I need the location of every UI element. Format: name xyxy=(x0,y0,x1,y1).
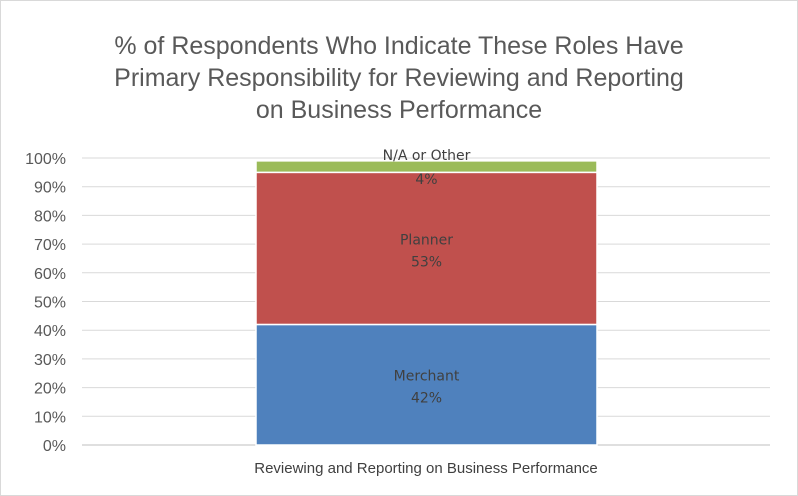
chart-title-line-1: % of Respondents Who Indicate These Role… xyxy=(114,32,683,60)
y-tick-label: 70% xyxy=(34,237,66,254)
y-tick-label: 100% xyxy=(25,151,66,168)
y-tick-label: 0% xyxy=(43,438,66,455)
y-tick-label: 30% xyxy=(34,352,66,369)
y-tick-label: 50% xyxy=(34,295,66,312)
bar-segment-n-a-or-other xyxy=(255,160,598,174)
y-tick-label: 40% xyxy=(34,323,66,340)
y-tick-label: 10% xyxy=(34,409,66,426)
chart-title-line-3: on Business Performance xyxy=(256,96,542,124)
segment-name-label: N/A or Other xyxy=(383,148,471,164)
segment-value-label: 53% xyxy=(411,254,442,270)
segment-name-label: Planner xyxy=(400,232,453,248)
segment-value-label: 4% xyxy=(415,172,437,188)
chart-title-line-2: Primary Responsibility for Reviewing and… xyxy=(114,64,684,92)
y-tick-label: 90% xyxy=(34,180,66,197)
segment-name-label: Merchant xyxy=(394,369,460,385)
bar-segment-planner xyxy=(255,171,598,326)
segment-value-label: 42% xyxy=(411,391,442,407)
bar-segment-merchant xyxy=(255,323,598,446)
x-category-label: Reviewing and Reporting on Business Perf… xyxy=(254,460,598,477)
y-tick-label: 80% xyxy=(34,208,66,225)
y-tick-label: 20% xyxy=(34,381,66,398)
y-tick-label: 60% xyxy=(34,266,66,283)
